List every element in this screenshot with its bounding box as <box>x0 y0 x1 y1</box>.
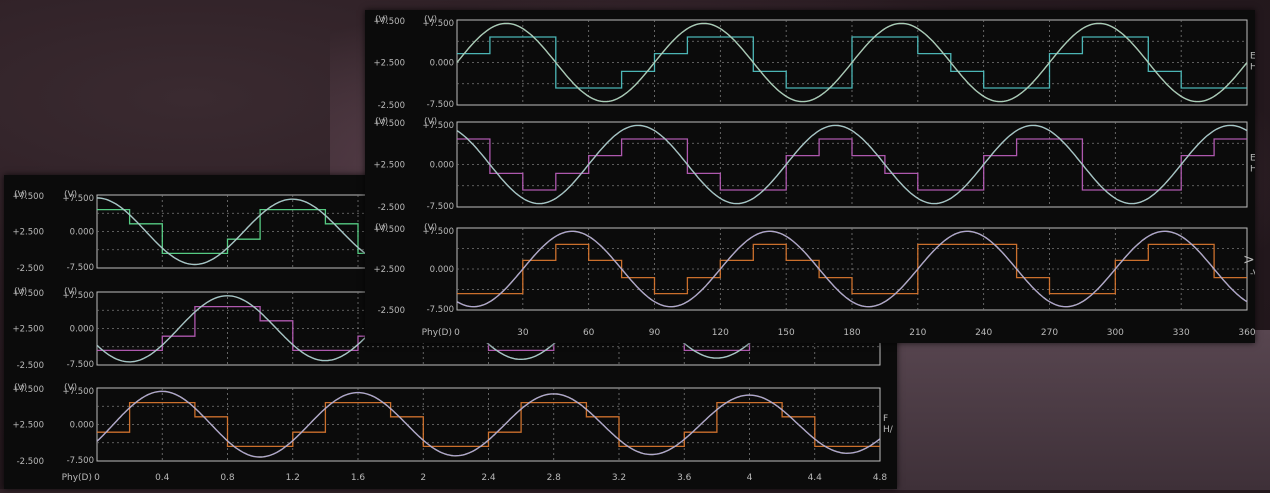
y-tick-outer: +7.500 <box>374 17 405 27</box>
x-tick-label: 180 <box>843 328 860 338</box>
legend-label: EV( <box>1250 153 1255 163</box>
x-tick-label: 4.8 <box>873 473 888 483</box>
x-tick-label: 30 <box>517 328 529 338</box>
y-tick-outer: -2.500 <box>17 264 44 274</box>
y-unit-outer: (V) <box>14 383 27 393</box>
x-tick-label: 330 <box>1173 328 1190 338</box>
legend-label: -V <box>1250 269 1255 279</box>
y-tick-inner: -7.500 <box>427 305 454 315</box>
sine-waveform-overlay <box>456 125 1248 204</box>
y-unit-outer: (V) <box>375 223 388 233</box>
sine-waveform-overlay <box>96 390 881 458</box>
y-unit-inner: (V) <box>64 383 77 393</box>
y-tick-outer: +2.500 <box>13 325 44 335</box>
y-tick-inner: 0.000 <box>70 421 94 431</box>
y-tick-outer: -2.500 <box>17 361 44 371</box>
y-tick-outer: -2.500 <box>378 203 405 213</box>
y-tick-inner: 0.000 <box>430 59 454 69</box>
x-tick-label: 1.6 <box>351 473 366 483</box>
waveform-window-front[interactable]: (V) +7.500 +2.500 -2.500 (V) +7.500 0.000 -7.50… <box>365 10 1270 343</box>
waveform-plot-front: (V)+7.500+2.500-2.500(V)+7.5000.000-7.50… <box>374 15 1270 338</box>
x-tick-label: 0.4 <box>155 473 170 483</box>
y-unit-inner: (V) <box>424 15 437 25</box>
y-tick-inner: +7.500 <box>423 121 454 131</box>
y-tick-outer: +2.500 <box>374 161 405 171</box>
y-tick-inner: -7.500 <box>427 202 454 212</box>
x-tick-label: 3.2 <box>612 473 626 483</box>
legend-label: EUV <box>1250 51 1255 61</box>
x-tick-label: 2.8 <box>547 473 562 483</box>
legend-label: H(V <box>1250 164 1255 174</box>
y-tick-outer: +2.500 <box>374 265 405 275</box>
background-panel <box>880 330 1270 490</box>
x-tick-label: 0.8 <box>220 473 235 483</box>
y-tick-outer: +2.500 <box>13 421 44 431</box>
x-tick-label: 60 <box>583 328 595 338</box>
x-axis-label: Phy(D) <box>62 473 92 483</box>
y-tick-outer: -2.500 <box>378 101 405 111</box>
sine-waveform-overlay <box>456 23 1248 102</box>
x-tick-label: 360 <box>1238 328 1255 338</box>
y-tick-outer: -2.500 <box>17 457 44 467</box>
y-tick-inner: 0.000 <box>70 325 94 335</box>
x-tick-label: 210 <box>909 328 926 338</box>
y-tick-outer: +7.500 <box>13 385 44 395</box>
legend-label: F <box>883 414 888 424</box>
x-tick-label: 4 <box>747 473 753 483</box>
x-tick-label: 90 <box>649 328 661 338</box>
y-tick-inner: -7.500 <box>67 263 94 273</box>
y-unit-inner: (V) <box>64 287 77 297</box>
x-tick-label: 150 <box>778 328 795 338</box>
y-tick-inner: +7.500 <box>63 387 94 397</box>
y-tick-inner: +7.500 <box>63 194 94 204</box>
y-tick-inner: 0.000 <box>430 265 454 275</box>
x-axis-label: Phy(D) <box>422 328 452 338</box>
y-unit-outer: (V) <box>14 190 27 200</box>
y-unit-inner: (V) <box>424 117 437 127</box>
y-unit-inner: (V) <box>64 190 77 200</box>
y-tick-inner: +7.500 <box>63 291 94 301</box>
y-tick-inner: 0.000 <box>70 228 94 238</box>
x-tick-label: 3.6 <box>677 473 692 483</box>
y-tick-inner: -7.500 <box>67 360 94 370</box>
x-tick-label: 240 <box>975 328 992 338</box>
x-tick-label: 120 <box>712 328 729 338</box>
y-tick-outer: +2.500 <box>374 59 405 69</box>
y-unit-outer: (V) <box>375 15 388 25</box>
y-tick-inner: +7.500 <box>423 19 454 29</box>
stepped-waveform-line <box>457 138 1247 191</box>
x-tick-label: 2.4 <box>481 473 496 483</box>
y-tick-outer: +7.500 <box>374 225 405 235</box>
y-tick-outer: +7.500 <box>13 192 44 202</box>
y-unit-outer: (V) <box>14 287 27 297</box>
legend-label: H/ <box>883 425 894 435</box>
y-tick-inner: +7.500 <box>423 227 454 237</box>
y-tick-inner: -7.500 <box>427 100 454 110</box>
legend-label: H(U) <box>1250 62 1255 72</box>
sine-waveform-overlay <box>456 231 1248 307</box>
x-tick-label: 0 <box>94 473 100 483</box>
y-tick-outer: +7.500 <box>374 119 405 129</box>
y-tick-outer: -2.500 <box>378 306 405 316</box>
x-tick-label: 0 <box>454 328 460 338</box>
x-tick-label: 4.4 <box>808 473 823 483</box>
y-tick-outer: +2.500 <box>13 228 44 238</box>
sine-waveform-overlay <box>96 295 881 363</box>
y-tick-inner: 0.000 <box>430 161 454 171</box>
scroll-right-arrow[interactable]: > <box>1243 252 1255 268</box>
x-tick-label: 300 <box>1107 328 1124 338</box>
y-unit-outer: (V) <box>375 117 388 127</box>
x-tick-label: 1.2 <box>286 473 300 483</box>
x-tick-label: 2 <box>420 473 426 483</box>
x-tick-label: 270 <box>1041 328 1058 338</box>
y-tick-inner: -7.500 <box>67 456 94 466</box>
y-unit-inner: (V) <box>424 223 437 233</box>
y-tick-outer: +7.500 <box>13 289 44 299</box>
